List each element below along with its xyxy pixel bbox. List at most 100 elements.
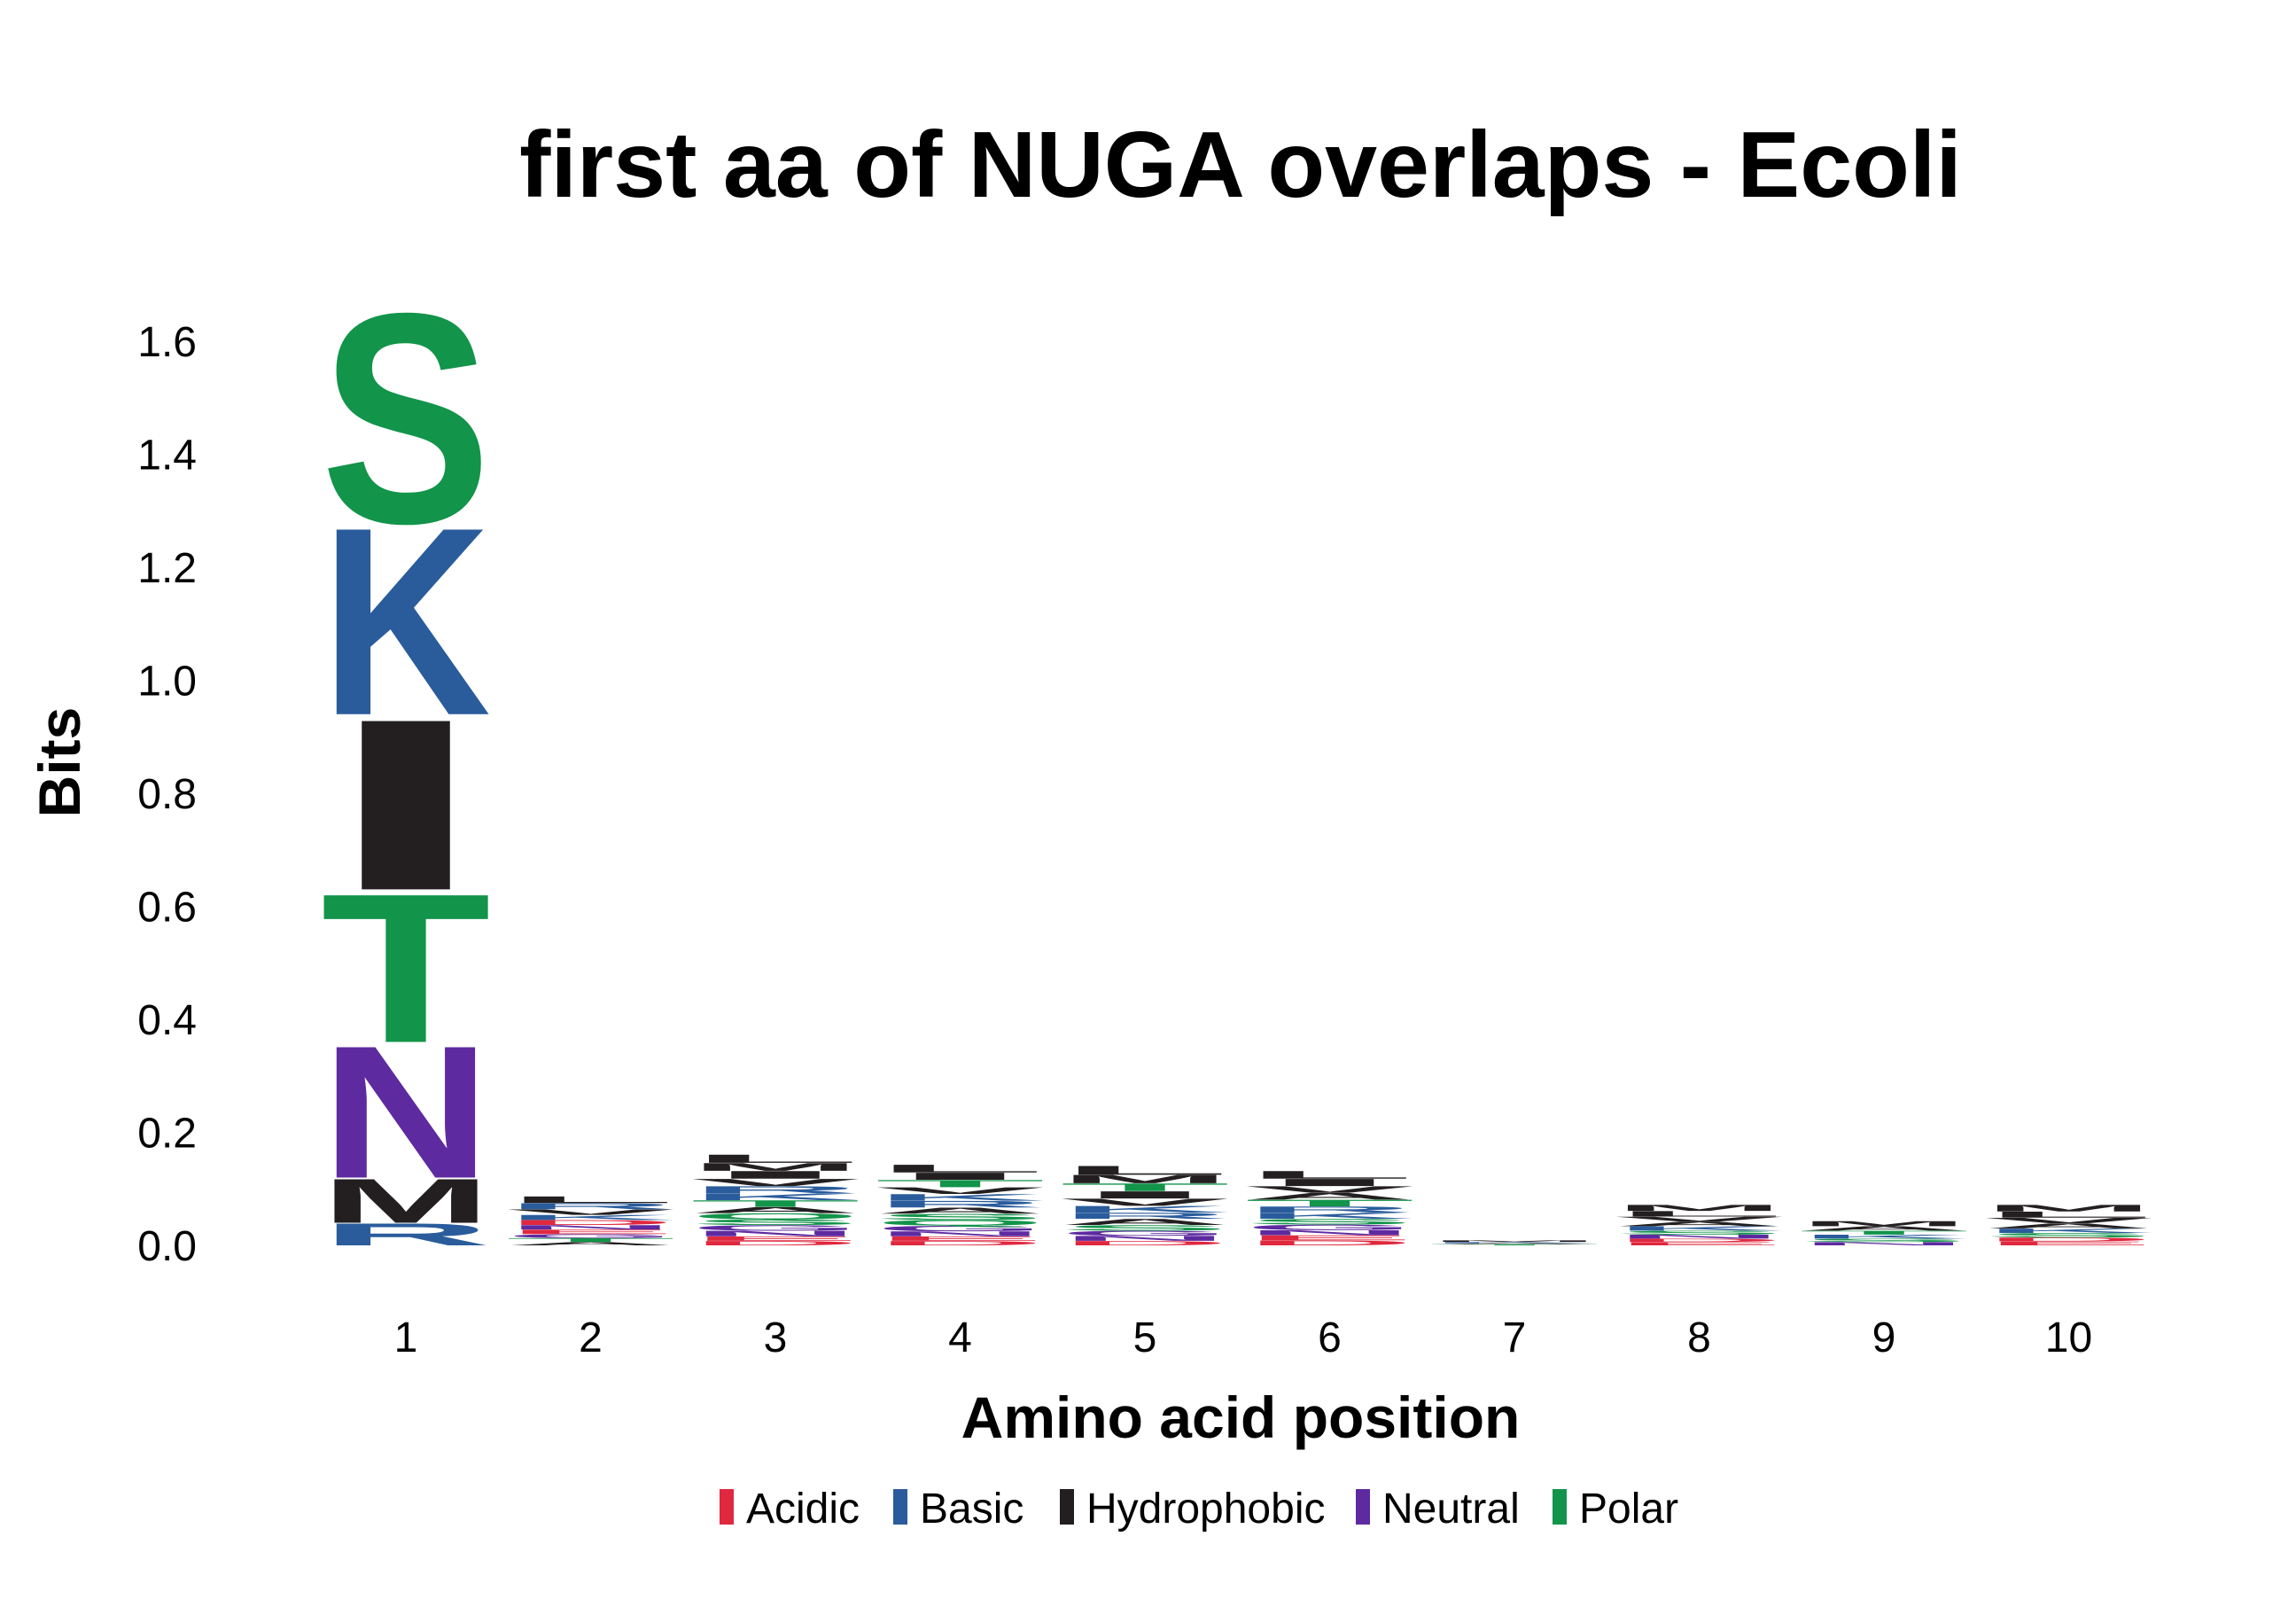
x-axis-title: Amino acid position (961, 1384, 1521, 1450)
logo-letter-V: V (506, 1207, 675, 1216)
logo-letter-A: A (1245, 1191, 1415, 1202)
y-tick-label: 1.2 (137, 545, 197, 592)
logo-letter-S: S (1799, 1237, 1969, 1243)
y-axis: 0.0 0.2 0.4 0.6 0.8 1.0 1.2 1.4 1.6 (137, 319, 197, 1270)
logo-letter-I: I (690, 1168, 860, 1181)
legend-swatch-acidic (720, 1489, 734, 1525)
logo-letter-K: K (690, 1191, 860, 1202)
legend-swatch-polar (1553, 1489, 1567, 1525)
logo-letter-E: E (1245, 1234, 1415, 1242)
logo-letter-S: S (321, 251, 491, 586)
logo-letter-L: L (1245, 1169, 1415, 1182)
logo-letter-M: M (321, 1166, 491, 1236)
logo-letter-S: S (876, 1213, 1046, 1222)
logo-letter-V: V (1060, 1197, 1229, 1208)
logo-letter-R: R (321, 1217, 491, 1252)
logo-letter-T: T (321, 850, 491, 1088)
logo-letter-L: L (876, 1163, 1046, 1175)
logo-letter-T: T (1060, 1182, 1230, 1194)
y-tick-label: 1.4 (137, 433, 197, 480)
logo-letter-L: L (1615, 1209, 1785, 1218)
y-tick-label: 0.4 (137, 997, 197, 1044)
logo-letter-K: K (1615, 1225, 1785, 1232)
x-tick-label: 1 (394, 1314, 418, 1361)
logo-letter-D: D (1244, 1239, 1414, 1247)
logo-letter-R: R (505, 1201, 675, 1211)
y-tick-label: 1.6 (137, 319, 197, 366)
logo-letter-D: D (1615, 1237, 1785, 1243)
logo-letter-M: M (690, 1161, 860, 1174)
legend: Acidic Basic Hydrophobic Neutral Polar (720, 1486, 1678, 1533)
logo-letter-K: K (1984, 1228, 2154, 1235)
logo-letter-D: D (876, 1240, 1046, 1247)
x-tick-label: 5 (1133, 1314, 1157, 1361)
logo-letter-G: G (690, 1223, 860, 1232)
logo-letter-R: R (1060, 1211, 1230, 1221)
logo-letter-V: V (876, 1185, 1045, 1196)
y-tick-label: 0.2 (137, 1111, 197, 1158)
logo-letter-R: R (876, 1199, 1046, 1210)
logo-letter-K: K (1799, 1234, 1969, 1240)
logo-letter-A: A (1983, 1222, 2153, 1230)
legend-swatch-basic (893, 1489, 907, 1525)
chart-title: first aa of NUGA overlaps - Ecoli (519, 113, 1962, 217)
logo-letter-R: R (1244, 1205, 1414, 1214)
x-tick-label: 3 (764, 1314, 788, 1361)
logo-letter-T: T (1245, 1197, 1415, 1208)
logo-letter-I: I (1060, 1190, 1230, 1201)
logo-letter-K: K (876, 1192, 1046, 1203)
logo-letter-G: G (506, 1233, 676, 1239)
logo-letter-D: D (690, 1240, 860, 1247)
logo-letter-N: N (506, 1224, 676, 1231)
logo-letter-V: V (1245, 1184, 1414, 1195)
logo-letter-T: T (1429, 1244, 1599, 1245)
x-tick-label: 8 (1687, 1314, 1711, 1361)
logo-letter-S: S (1060, 1223, 1230, 1232)
x-axis: 1 2 3 4 5 6 7 8 9 10 (394, 1314, 2093, 1361)
logo-letter-L: L (1984, 1210, 2154, 1220)
logo-letter-Q: Q (876, 1219, 1046, 1228)
logo-letter-E: E (876, 1235, 1046, 1242)
logo-letter-N: N (1615, 1234, 1785, 1240)
logo-letter-N: N (1060, 1235, 1230, 1243)
logo-letter-K: K (321, 472, 491, 772)
logo-letter-L: L (506, 1195, 676, 1205)
logo-letter-N: N (875, 1230, 1045, 1238)
logo-letter-Q: Q (690, 1212, 860, 1221)
logo-letter-I: I (321, 668, 491, 941)
logo-letter-R: R (690, 1184, 860, 1196)
x-tick-label: 10 (2045, 1314, 2092, 1361)
x-tick-label: 4 (948, 1314, 972, 1361)
logo-letter-T: T (690, 1198, 860, 1209)
logo-letter-A: A (1060, 1217, 1230, 1227)
logo-letter-E: E (506, 1228, 676, 1236)
x-tick-label: 9 (1872, 1314, 1896, 1361)
logo-letter-E: E (690, 1235, 860, 1242)
logo-letter-L: L (690, 1152, 860, 1166)
legend-swatch-hydrophobic (1060, 1489, 1074, 1525)
logo-letter-N: N (321, 1007, 491, 1218)
logo-letter-E: E (1983, 1240, 2153, 1246)
logo-letter-G: G (876, 1224, 1046, 1233)
logo-letter-K: K (1060, 1204, 1230, 1214)
x-tick-label: 2 (579, 1314, 603, 1361)
logo-letter-V: V (1984, 1216, 2153, 1225)
legend-label: Polar (1579, 1486, 1678, 1533)
x-tick-label: 7 (1503, 1314, 1527, 1361)
y-tick-label: 0.6 (137, 885, 197, 932)
logo-letter-A: A (1429, 1243, 1599, 1244)
logo-letter-M: M (1060, 1173, 1230, 1186)
logo-letter-A: A (690, 1205, 860, 1215)
logo-letter-I: I (1245, 1177, 1415, 1189)
logo-letter-N: N (1799, 1241, 1969, 1246)
y-axis-title: Bits (27, 707, 92, 818)
logo-letter-N: N (1244, 1228, 1414, 1236)
logo-letter-T: T (1799, 1229, 1969, 1236)
